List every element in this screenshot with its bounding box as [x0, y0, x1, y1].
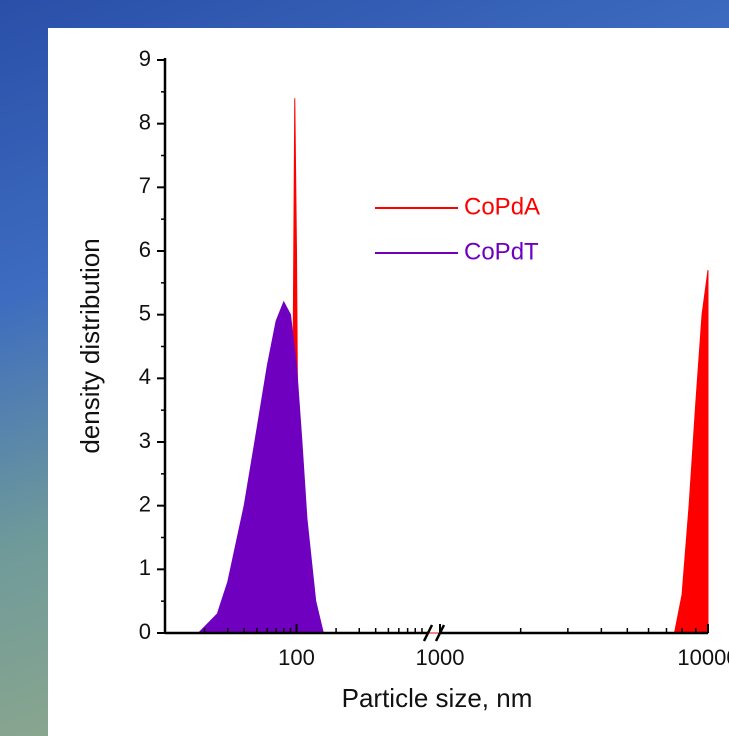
x-axis-label: Particle size, nm [342, 683, 533, 713]
y-tick-label: 1 [139, 555, 151, 580]
y-tick-label: 7 [139, 173, 151, 198]
area [197, 300, 324, 634]
y-axis-label: density distribution [75, 238, 105, 453]
x-tick-label: 10000 [677, 645, 729, 670]
y-tick-label: 0 [139, 619, 151, 644]
x-tick-label: 100 [278, 645, 315, 670]
y-tick-label: 9 [139, 46, 151, 71]
legend-label: CoPdA [464, 193, 540, 220]
y-tick-label: 2 [139, 491, 151, 516]
y-tick-label: 6 [139, 237, 151, 262]
chart-panel [48, 28, 729, 736]
area [289, 98, 709, 634]
y-tick-label: 8 [139, 109, 151, 134]
y-tick-label: 5 [139, 300, 151, 325]
y-tick-label: 3 [139, 428, 151, 453]
x-tick-label: 1000 [416, 645, 465, 670]
y-tick-label: 4 [139, 364, 151, 389]
legend-label: CoPdT [464, 238, 539, 265]
